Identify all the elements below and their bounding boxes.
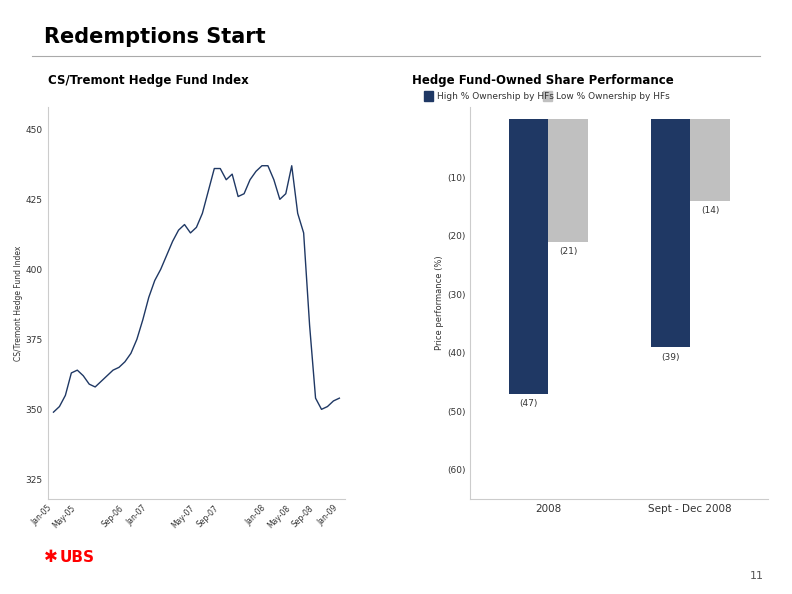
Text: Hedge Fund-Owned Share Performance: Hedge Fund-Owned Share Performance <box>412 74 673 87</box>
Bar <box>548 119 588 242</box>
Text: UBS: UBS <box>59 549 94 565</box>
Text: (14): (14) <box>701 206 719 216</box>
Text: High % Ownership by HFs: High % Ownership by HFs <box>437 91 554 101</box>
Text: (47): (47) <box>520 400 538 409</box>
Bar <box>691 119 730 201</box>
Text: CS/Tremont Hedge Fund Index: CS/Tremont Hedge Fund Index <box>48 74 248 87</box>
Y-axis label: CS/Tremont Hedge Fund Index: CS/Tremont Hedge Fund Index <box>13 245 23 361</box>
Text: ✱: ✱ <box>44 548 58 566</box>
Text: (39): (39) <box>661 353 680 362</box>
Text: 11: 11 <box>750 571 764 581</box>
Y-axis label: Price performance (%): Price performance (%) <box>436 255 444 350</box>
Text: Redemptions Start: Redemptions Start <box>44 27 265 47</box>
Text: Low % Ownership by HFs: Low % Ownership by HFs <box>556 91 670 101</box>
Bar <box>508 119 548 394</box>
Text: (21): (21) <box>559 247 577 257</box>
Bar <box>650 119 691 347</box>
